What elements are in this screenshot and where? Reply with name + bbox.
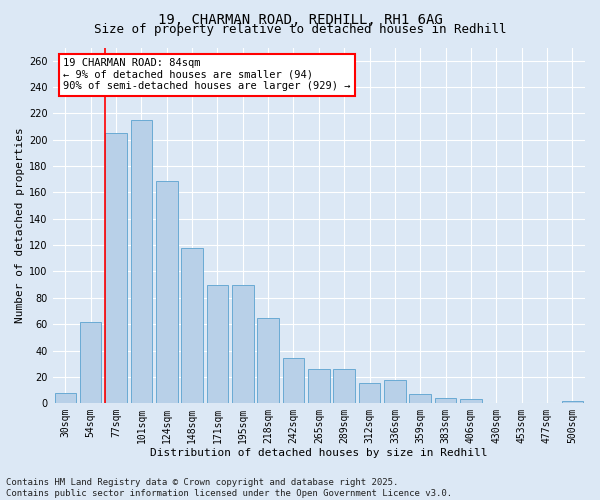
Bar <box>562 400 583 403</box>
Bar <box>55 392 76 403</box>
Bar <box>308 369 329 403</box>
Text: 19 CHARMAN ROAD: 84sqm
← 9% of detached houses are smaller (94)
90% of semi-deta: 19 CHARMAN ROAD: 84sqm ← 9% of detached … <box>63 58 351 92</box>
Bar <box>409 394 431 403</box>
Text: Contains HM Land Registry data © Crown copyright and database right 2025.
Contai: Contains HM Land Registry data © Crown c… <box>6 478 452 498</box>
Text: 19, CHARMAN ROAD, REDHILL, RH1 6AG: 19, CHARMAN ROAD, REDHILL, RH1 6AG <box>158 12 442 26</box>
Bar <box>156 180 178 403</box>
Bar <box>283 358 304 403</box>
Y-axis label: Number of detached properties: Number of detached properties <box>15 128 25 323</box>
Bar <box>334 369 355 403</box>
Bar <box>232 284 254 403</box>
Bar <box>206 284 228 403</box>
Bar <box>80 322 101 403</box>
Text: Size of property relative to detached houses in Redhill: Size of property relative to detached ho… <box>94 22 506 36</box>
Bar <box>257 318 279 403</box>
Bar <box>105 133 127 403</box>
Bar <box>131 120 152 403</box>
Bar <box>460 400 482 403</box>
X-axis label: Distribution of detached houses by size in Redhill: Distribution of detached houses by size … <box>150 448 488 458</box>
Bar <box>359 384 380 403</box>
Bar <box>384 380 406 403</box>
Bar <box>181 248 203 403</box>
Bar <box>435 398 457 403</box>
